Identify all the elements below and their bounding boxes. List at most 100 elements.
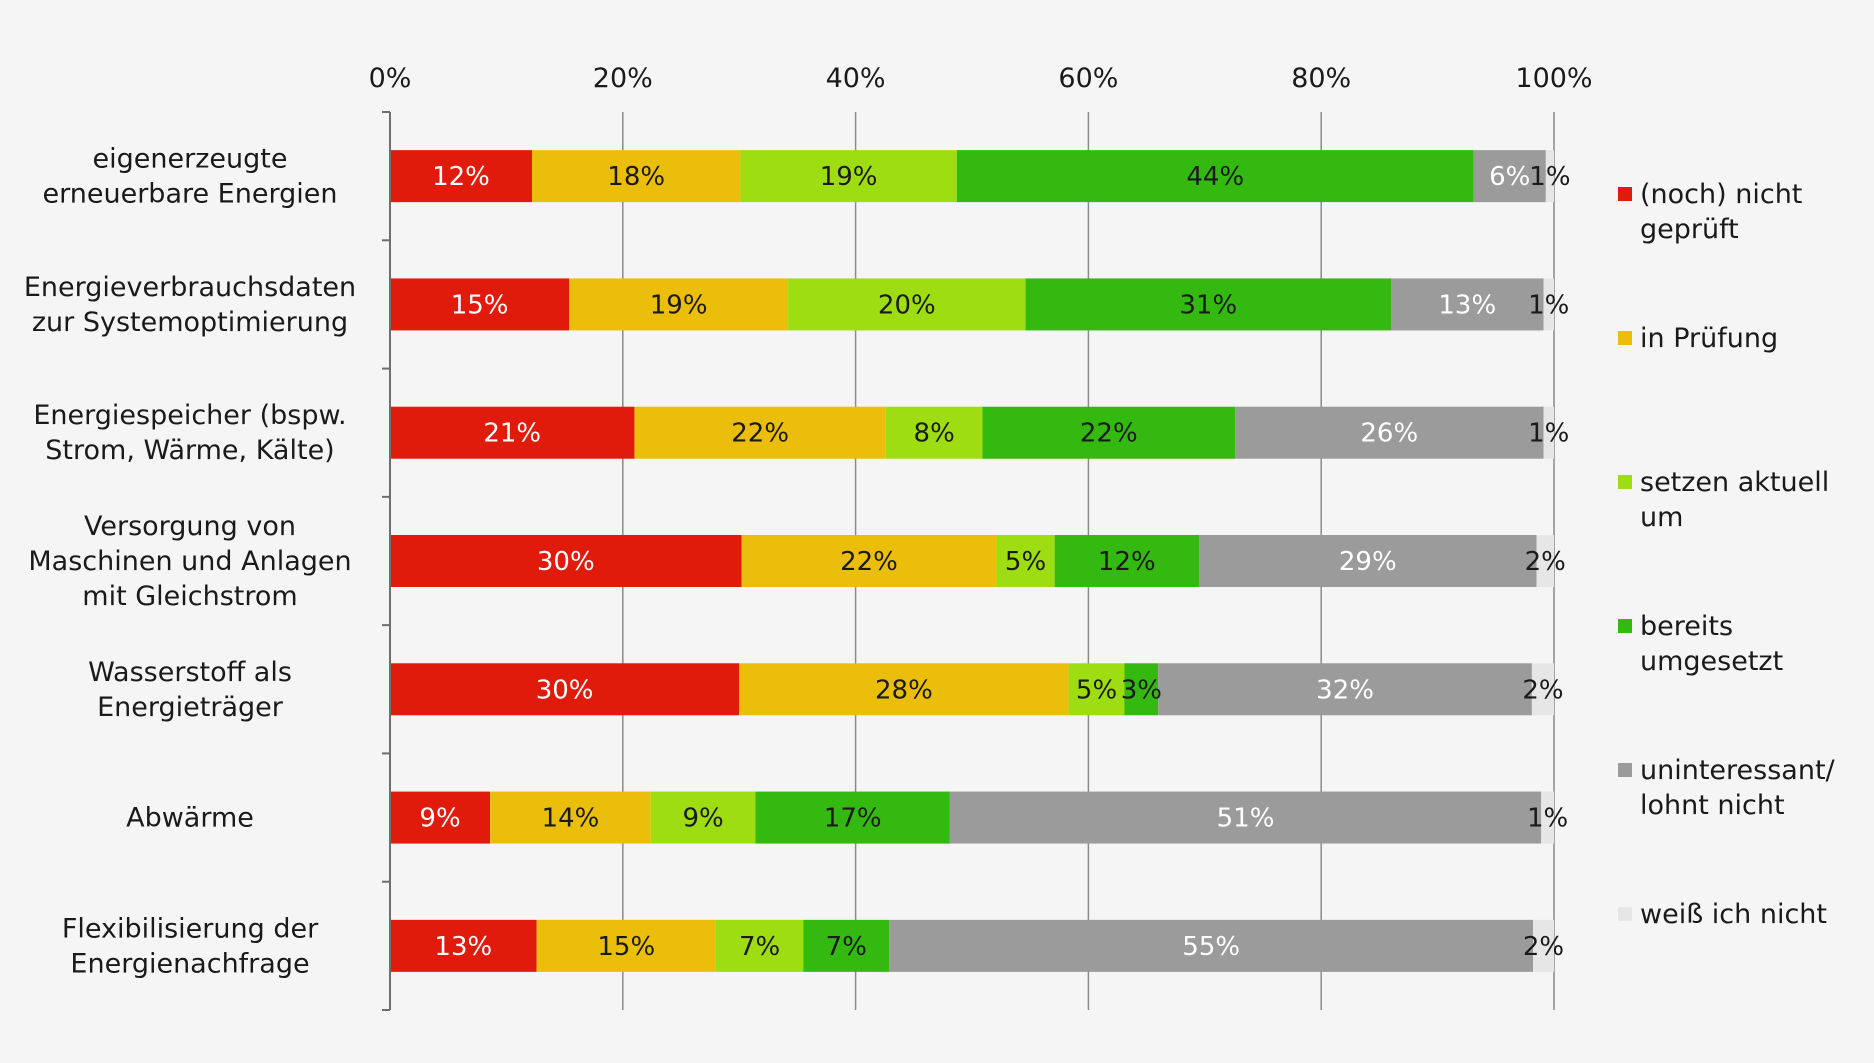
bars-layer bbox=[390, 150, 1554, 972]
category-label: zur Systemoptimierung bbox=[32, 307, 348, 338]
bar-segment bbox=[650, 791, 756, 844]
x-tick-label: 100% bbox=[1515, 63, 1592, 94]
bar-segment bbox=[949, 791, 1542, 844]
bar-segment bbox=[390, 791, 491, 844]
legend-label: um bbox=[1640, 502, 1683, 533]
data-label: 22% bbox=[731, 419, 789, 449]
bar-segment bbox=[390, 919, 537, 972]
bar-segment bbox=[390, 535, 742, 587]
bar-segment bbox=[1536, 535, 1554, 587]
category-label: erneuerbare Energien bbox=[43, 179, 338, 210]
bar-segment bbox=[1391, 278, 1544, 331]
category-label: Energieverbrauchsdaten bbox=[24, 272, 356, 303]
data-label: 31% bbox=[1179, 290, 1237, 320]
bar-segment bbox=[1545, 150, 1554, 203]
category-label: Strom, Wärme, Kälte) bbox=[45, 435, 334, 466]
data-label: 3% bbox=[1121, 675, 1162, 705]
data-label: 19% bbox=[650, 290, 708, 320]
bar-segment bbox=[788, 278, 1026, 331]
bar-segment bbox=[1543, 278, 1554, 331]
legend-label: uninteressant/ bbox=[1640, 755, 1836, 786]
bar-segment bbox=[1198, 535, 1537, 587]
category-label: Maschinen und Anlagen bbox=[28, 546, 351, 577]
bar-segment bbox=[634, 406, 886, 459]
bar-segment bbox=[569, 278, 789, 331]
bar-segment bbox=[741, 535, 997, 587]
bar-segment bbox=[803, 919, 890, 972]
x-tick-label: 20% bbox=[593, 63, 653, 94]
bar-segment bbox=[1054, 535, 1199, 587]
category-label: Energienachfrage bbox=[70, 948, 309, 979]
data-label: 51% bbox=[1217, 804, 1275, 834]
data-label: 7% bbox=[739, 932, 780, 962]
data-label: 5% bbox=[1005, 547, 1046, 577]
data-label: 15% bbox=[597, 932, 655, 962]
data-label: 1% bbox=[1529, 162, 1570, 192]
legend-label: weiß ich nicht bbox=[1640, 899, 1827, 930]
bar-segment bbox=[1158, 663, 1532, 716]
bar-segment bbox=[1541, 791, 1554, 844]
data-label: 44% bbox=[1186, 162, 1244, 192]
bar-segment bbox=[996, 535, 1055, 587]
data-label: 30% bbox=[537, 547, 595, 577]
data-label: 2% bbox=[1523, 932, 1564, 962]
data-label: 20% bbox=[878, 290, 936, 320]
category-label: eigenerzeugte bbox=[93, 144, 288, 175]
category-label: mit Gleichstrom bbox=[82, 581, 297, 612]
data-label: 29% bbox=[1339, 547, 1397, 577]
legend-label: geprüft bbox=[1640, 214, 1739, 245]
x-tick-label: 40% bbox=[826, 63, 886, 94]
data-label: 28% bbox=[875, 675, 933, 705]
bar-segment bbox=[739, 663, 1069, 716]
bar-segment bbox=[740, 150, 957, 203]
legend: (noch) nicht geprüft in Prüfung setzen aktu… bbox=[1618, 179, 1836, 930]
data-label: 8% bbox=[914, 419, 955, 449]
data-label: 9% bbox=[682, 804, 723, 834]
data-label: 6% bbox=[1489, 162, 1530, 192]
data-label: 9% bbox=[419, 804, 460, 834]
category-label: Wasserstoff als bbox=[88, 657, 292, 688]
bar-segment bbox=[982, 406, 1236, 459]
legend-swatch bbox=[1618, 763, 1632, 777]
x-tick-label: 0% bbox=[369, 63, 412, 94]
category-label: Abwärme bbox=[126, 803, 254, 834]
bar-segment bbox=[1124, 663, 1159, 716]
legend-swatch bbox=[1618, 619, 1632, 633]
data-label: 1% bbox=[1527, 804, 1568, 834]
data-label: 30% bbox=[536, 675, 594, 705]
data-label: 13% bbox=[434, 932, 492, 962]
legend-swatch bbox=[1618, 907, 1632, 921]
data-label: 15% bbox=[451, 290, 509, 320]
data-label: 55% bbox=[1182, 932, 1240, 962]
data-label: 18% bbox=[607, 162, 665, 192]
data-label: 7% bbox=[826, 932, 867, 962]
legend-label: setzen aktuell bbox=[1640, 467, 1829, 498]
category-label: Flexibilisierung der bbox=[62, 913, 319, 944]
bar-segment bbox=[1473, 150, 1546, 203]
data-label: 32% bbox=[1316, 675, 1374, 705]
bar-segment bbox=[956, 150, 1474, 203]
x-tick-label: 80% bbox=[1291, 63, 1351, 94]
category-label: Energiespeicher (bspw. bbox=[33, 400, 346, 431]
bar-segment bbox=[536, 919, 716, 972]
bar-segment bbox=[490, 791, 651, 844]
bar-segment bbox=[390, 150, 533, 203]
data-label: 1% bbox=[1528, 419, 1569, 449]
legend-label: (noch) nicht bbox=[1640, 179, 1802, 210]
category-label: Versorgung von bbox=[84, 511, 296, 542]
data-label: 1% bbox=[1528, 290, 1569, 320]
bar-segment bbox=[1531, 663, 1554, 716]
legend-label: umgesetzt bbox=[1640, 646, 1783, 677]
bar-segment bbox=[390, 663, 740, 716]
data-label: 17% bbox=[824, 804, 882, 834]
bar-segment bbox=[532, 150, 741, 203]
data-label: 12% bbox=[432, 162, 490, 192]
data-label: 26% bbox=[1360, 419, 1418, 449]
bar-segment bbox=[885, 406, 983, 459]
labels-layer: 12% 18% 19% 44% 6%1%15% 19% 20% 31% 13% 1%21% 22% 8… bbox=[419, 162, 1570, 962]
bar-segment bbox=[1025, 278, 1392, 331]
bar-segment bbox=[1543, 406, 1554, 459]
legend-label: in Prüfung bbox=[1640, 323, 1778, 354]
